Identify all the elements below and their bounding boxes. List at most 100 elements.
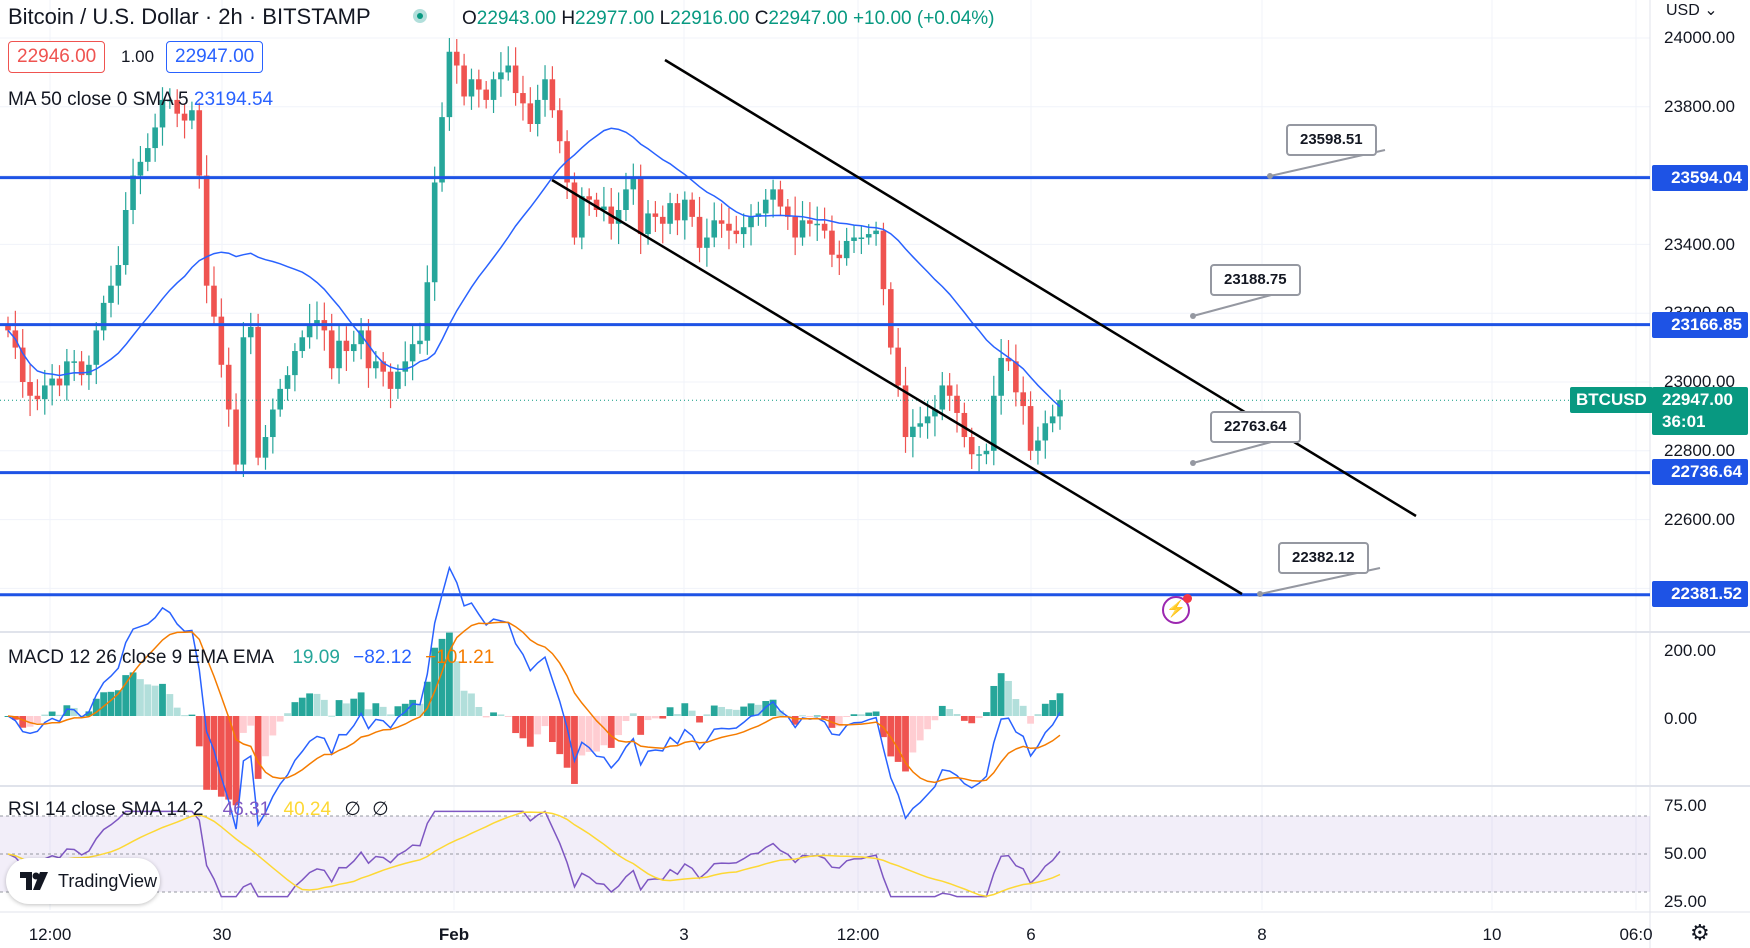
macd-histogram-bar (710, 705, 718, 716)
quantity-value[interactable]: 1.00 (121, 47, 155, 66)
macd-histogram-bar (916, 716, 924, 741)
macd-histogram-bar (453, 661, 461, 716)
macd-histogram-bar (468, 693, 475, 716)
tradingview-logo[interactable]: TradingView (6, 858, 160, 904)
candle-body (189, 110, 195, 121)
price-callout[interactable]: 23598.51 (1286, 124, 1377, 156)
macd-histogram-bar (122, 675, 130, 716)
candle-body (740, 227, 747, 235)
macd-indicator-legend[interactable]: MACD 12 26 close 9 EMA EMA 19.09 −82.12 … (8, 647, 495, 668)
candle-body (19, 347, 26, 382)
candle-body (939, 385, 946, 410)
current-price-label[interactable]: 22947.00 36:01 (1652, 387, 1748, 435)
macd-histogram-bar (188, 714, 196, 716)
macd-histogram-bar (541, 716, 549, 727)
macd-histogram-bar (409, 699, 417, 716)
macd-histogram-bar (320, 699, 328, 716)
macd-histogram-bar (276, 716, 284, 722)
macd-histogram-bar (85, 711, 93, 716)
macd-signal-line (7, 621, 1061, 784)
level-label[interactable]: 23594.04 (1652, 165, 1748, 191)
macd-histogram-bar (335, 700, 343, 716)
time-axis-label: 6 (1026, 925, 1036, 944)
settings-gear-icon[interactable]: ⚙ (1690, 920, 1710, 945)
candle-body (748, 216, 754, 228)
candle-body (409, 344, 416, 362)
chevron-down-icon: ⌄ (1704, 2, 1718, 19)
candle-body (431, 182, 438, 283)
candle-body (873, 230, 879, 235)
macd-histogram-bar (651, 716, 659, 719)
candle-body (446, 51, 453, 118)
candle-body (27, 382, 33, 396)
macd-histogram-bar (350, 698, 358, 716)
candle-body (1057, 400, 1063, 417)
candle-body (159, 99, 166, 128)
candle-body (792, 216, 798, 238)
rsi-indicator-legend[interactable]: RSI 14 close SMA 14 2 46.31 40.24 ∅ ∅ (8, 799, 389, 820)
macd-histogram-bar (747, 703, 755, 716)
price-callout[interactable]: 22382.12 (1278, 542, 1369, 574)
macd-histogram-bar (401, 703, 409, 716)
candle-body (637, 179, 644, 235)
candle-body (1049, 416, 1056, 424)
candle-body (505, 65, 512, 73)
macd-histogram-bar (894, 716, 902, 762)
candle-body (593, 199, 600, 210)
level-label[interactable]: 22736.64 (1652, 459, 1748, 485)
candle-body (586, 196, 592, 200)
ma-indicator-legend[interactable]: MA 50 close 0 SMA 5 23194.54 (8, 89, 274, 110)
candle-body (571, 182, 578, 238)
symbol-title[interactable]: Bitcoin / U.S. Dollar · 2h · BITSTAMP (8, 4, 371, 29)
macd-histogram-bar (284, 713, 291, 716)
candle-body (144, 148, 151, 162)
candle-body (711, 220, 718, 238)
candle-body (490, 79, 497, 100)
macd-histogram-bar (732, 709, 740, 716)
time-axis-label: 12:00 (28, 925, 72, 944)
level-label[interactable]: 23166.85 (1652, 312, 1748, 338)
price-callout[interactable]: 22763.64 (1210, 411, 1301, 443)
candle-body (542, 79, 548, 100)
time-axis-label: Feb (438, 925, 470, 944)
price-axis-label: 24000.00 (1664, 28, 1735, 47)
macd-histogram-bar (269, 716, 277, 736)
candle-body (704, 237, 710, 248)
candle-body (843, 240, 850, 259)
macd-histogram-bar (718, 706, 725, 716)
price-axis-label: 22600.00 (1664, 510, 1735, 529)
candle-body (652, 213, 659, 217)
candle-body (851, 237, 857, 241)
candle-body (858, 237, 865, 240)
currency-menu[interactable]: USD ⌄ (1666, 2, 1718, 19)
callout-anchor (1190, 313, 1196, 319)
macd-histogram-bar (203, 716, 211, 790)
candle-body (1042, 423, 1049, 441)
candle-body (233, 409, 239, 465)
candle-body (917, 423, 924, 427)
level-label[interactable]: 22381.52 (1652, 581, 1748, 607)
candle-body (910, 426, 916, 438)
candle-body (865, 234, 872, 238)
candle-body (424, 282, 431, 341)
buy-button[interactable]: 22947.00 (166, 41, 264, 73)
macd-histogram-bar (181, 715, 188, 717)
price-callout[interactable]: 23188.75 (1210, 264, 1301, 296)
lightning-icon[interactable]: ⚡ (1162, 594, 1192, 624)
candle-body (49, 378, 55, 386)
candle-body (990, 395, 997, 451)
candle-body (380, 361, 386, 372)
candle-body (100, 302, 107, 331)
candle-body (821, 223, 828, 231)
candle-body (277, 388, 283, 410)
macd-histogram-bar (394, 706, 402, 716)
macd-histogram-bar (445, 632, 453, 716)
price-axis-label: 23400.00 (1664, 235, 1735, 254)
macd-histogram-bar (240, 716, 247, 733)
candle-body (512, 65, 519, 94)
macd-histogram-bar (688, 710, 696, 716)
candle-body (41, 385, 48, 400)
sell-button[interactable]: 22946.00 (8, 41, 106, 73)
